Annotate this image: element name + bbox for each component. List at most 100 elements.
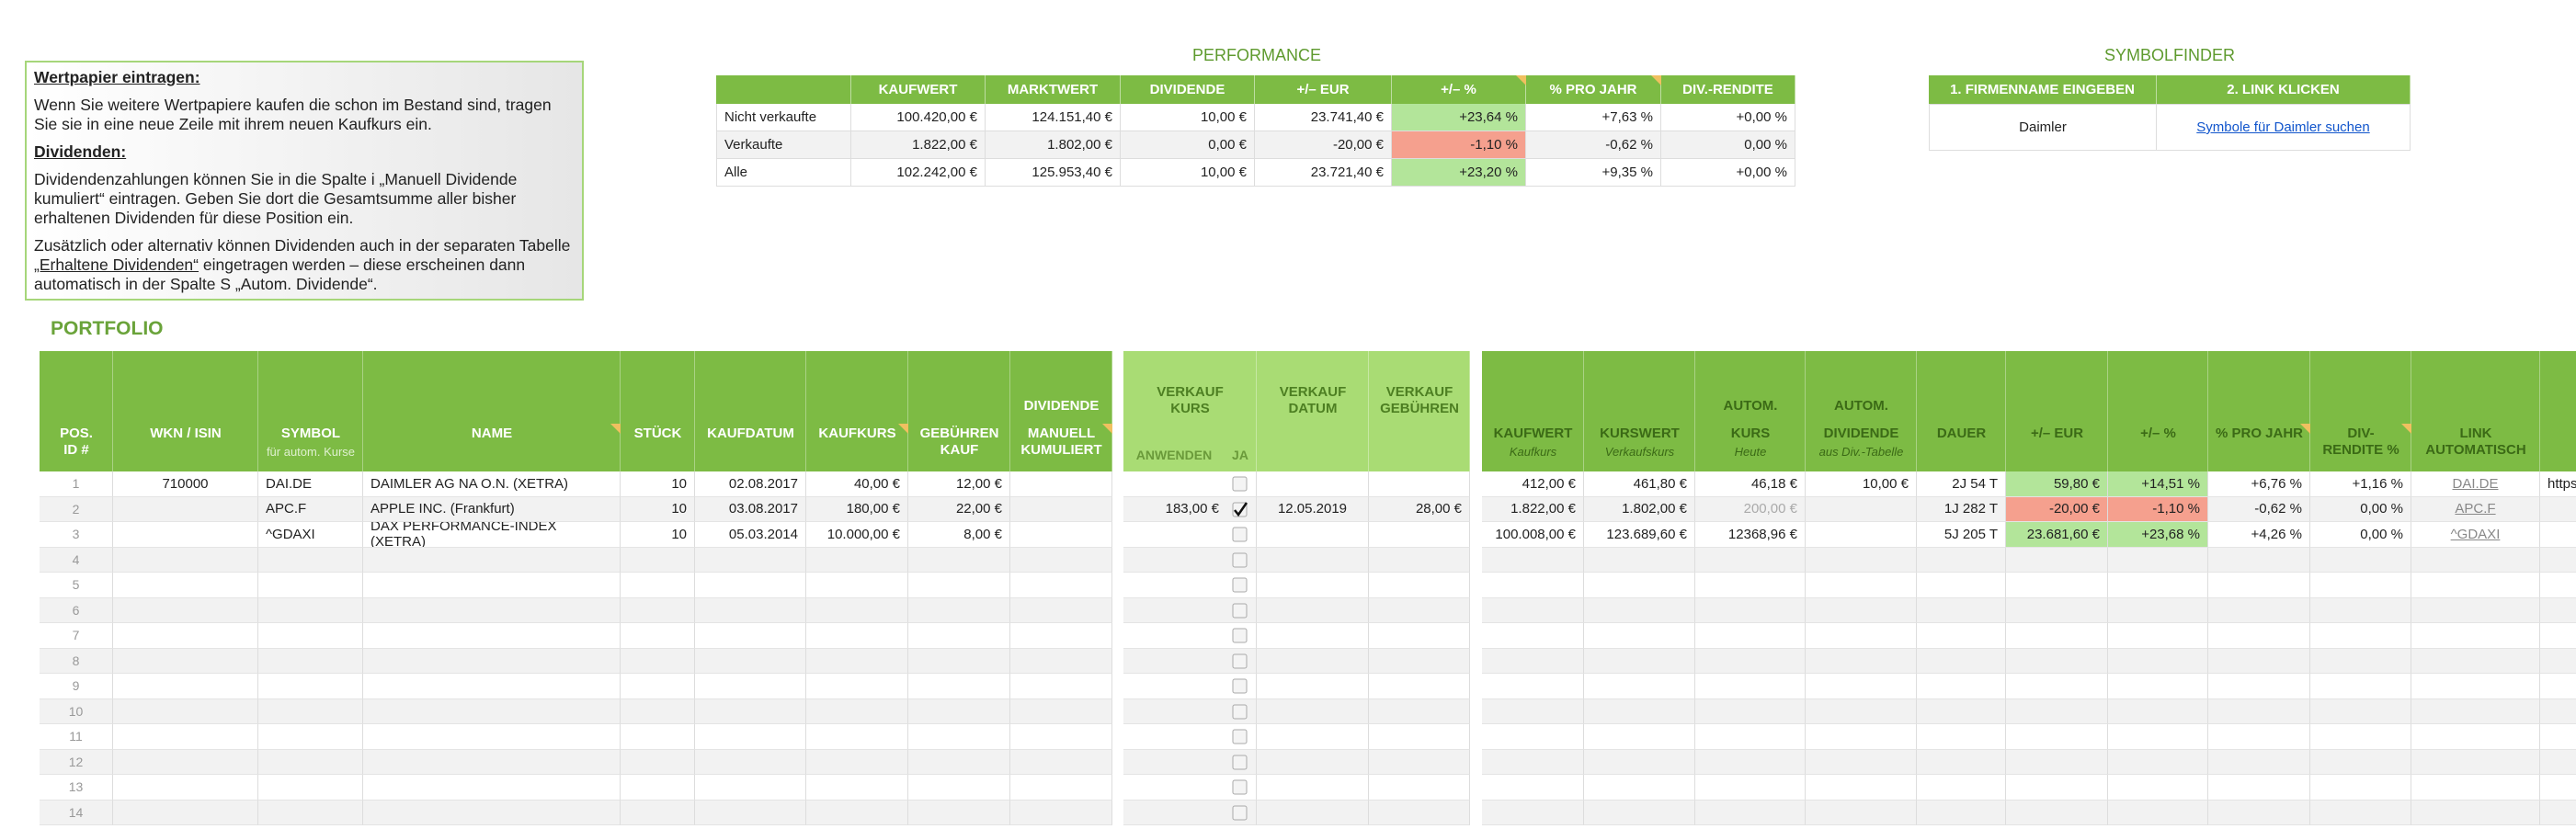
table-cell — [1806, 749, 1917, 775]
header-band — [1482, 351, 2576, 471]
column-header: KURSWERT — [1600, 426, 1680, 441]
link-cell[interactable] — [2411, 698, 2540, 724]
column-header: KAUFKURS — [818, 426, 896, 441]
link-cell[interactable] — [2540, 674, 2576, 699]
value-cell: +0,00 % — [1661, 104, 1795, 131]
table-cell — [2108, 724, 2208, 750]
link-cell[interactable] — [2411, 648, 2540, 674]
column-header: 1. FIRMENNAME EINGEBEN — [1929, 75, 2157, 104]
table-cell — [1010, 471, 1112, 497]
link-cell[interactable]: https:// — [2540, 471, 2576, 497]
checkbox[interactable] — [1232, 552, 1248, 569]
table-cell — [1257, 648, 1369, 674]
table-cell — [1584, 800, 1695, 825]
checkbox[interactable] — [1232, 603, 1248, 619]
table-cell: -20,00 € — [2006, 496, 2108, 522]
link-cell[interactable]: Symbole für Daimler suchen — [2157, 104, 2411, 151]
table-cell — [908, 547, 1010, 573]
link-cell[interactable] — [2411, 674, 2540, 699]
table-cell — [2208, 674, 2310, 699]
checkbox[interactable] — [1232, 755, 1248, 771]
checkbox[interactable] — [1232, 501, 1248, 518]
table-cell — [621, 724, 695, 750]
table-cell: 40,00 € — [806, 471, 908, 497]
link-cell[interactable] — [2411, 623, 2540, 649]
column-header: MARKTWERT — [986, 75, 1121, 104]
link-cell[interactable] — [2540, 547, 2576, 573]
checkbox[interactable] — [1232, 476, 1248, 493]
link-cell[interactable] — [2540, 800, 2576, 825]
table-cell: DAI.DE — [258, 471, 363, 497]
table-cell — [258, 623, 363, 649]
column-subheader: für autom. Kurse — [266, 444, 356, 459]
checkbox[interactable] — [1232, 628, 1248, 644]
table-cell — [1695, 623, 1806, 649]
checkbox[interactable] — [1232, 704, 1248, 721]
link-cell[interactable] — [2540, 623, 2576, 649]
checkbox[interactable] — [1232, 779, 1248, 796]
header-separator — [1806, 351, 1917, 471]
table-cell: +14,51 % — [2108, 471, 2208, 497]
table-cell — [1584, 698, 1695, 724]
link-cell[interactable] — [2540, 775, 2576, 801]
table-cell: 46,18 € — [1695, 471, 1806, 497]
link-cell[interactable] — [2540, 573, 2576, 598]
link-cell[interactable]: DAI.DE — [2411, 471, 2540, 497]
table-cell — [2208, 724, 2310, 750]
table-cell — [363, 800, 621, 825]
info-link[interactable]: „Erhaltene Dividenden“ — [34, 256, 199, 274]
table-cell — [1257, 522, 1369, 548]
table-cell: 8 — [40, 648, 113, 674]
table-cell — [2108, 623, 2208, 649]
header-separator — [2208, 351, 2310, 471]
table-cell: 123.689,60 € — [1584, 522, 1695, 548]
column-header-top: AUTOM. — [1834, 397, 1888, 414]
table-cell — [621, 775, 695, 801]
header-cell — [716, 75, 851, 104]
table-cell: 10 — [40, 698, 113, 724]
info-box: Wertpapier eintragen: Wenn Sie weitere W… — [25, 61, 584, 301]
table-cell — [1010, 623, 1112, 649]
link-cell[interactable] — [2411, 724, 2540, 750]
link-cell[interactable] — [2540, 597, 2576, 623]
link-cell[interactable] — [2411, 800, 2540, 825]
table-cell: APC.F — [258, 496, 363, 522]
checkbox[interactable] — [1232, 805, 1248, 822]
link-cell[interactable] — [2540, 698, 2576, 724]
table-cell — [1369, 597, 1470, 623]
link-cell[interactable] — [2411, 775, 2540, 801]
link-cell[interactable] — [2540, 648, 2576, 674]
value-cell: 0,00 € — [1121, 131, 1255, 159]
checkbox[interactable] — [1232, 577, 1248, 594]
checkbox[interactable] — [1232, 653, 1248, 670]
checkbox[interactable] — [1232, 729, 1248, 745]
link-cell[interactable] — [2411, 597, 2540, 623]
link-cell[interactable] — [2540, 496, 2576, 522]
table-cell — [113, 698, 258, 724]
input-cell[interactable]: Daimler — [1929, 104, 2157, 151]
table-cell — [258, 674, 363, 699]
link-cell[interactable] — [2411, 547, 2540, 573]
link-cell[interactable] — [2540, 749, 2576, 775]
link-cell[interactable] — [2411, 573, 2540, 598]
checkbox[interactable] — [1232, 678, 1248, 695]
header-separator — [2310, 351, 2411, 471]
header-separator — [1257, 351, 1369, 471]
link-cell[interactable] — [2540, 724, 2576, 750]
table-cell — [2006, 749, 2108, 775]
link-cell[interactable] — [2540, 522, 2576, 548]
header-band — [1123, 351, 1470, 471]
table-cell — [2006, 724, 2108, 750]
link-cell[interactable] — [2411, 749, 2540, 775]
table-cell — [1482, 648, 1584, 674]
header-separator — [621, 351, 695, 471]
column-header: GEBÜHREN KAUF — [919, 426, 999, 458]
link-cell[interactable]: APC.F — [2411, 496, 2540, 522]
table-cell — [2310, 623, 2411, 649]
link-cell[interactable]: ^GDAXI — [2411, 522, 2540, 548]
checkbox[interactable] — [1232, 527, 1248, 543]
table-cell: -0,62 % — [2208, 496, 2310, 522]
table-cell — [908, 573, 1010, 598]
table-cell — [1917, 775, 2006, 801]
table-cell — [1369, 749, 1470, 775]
